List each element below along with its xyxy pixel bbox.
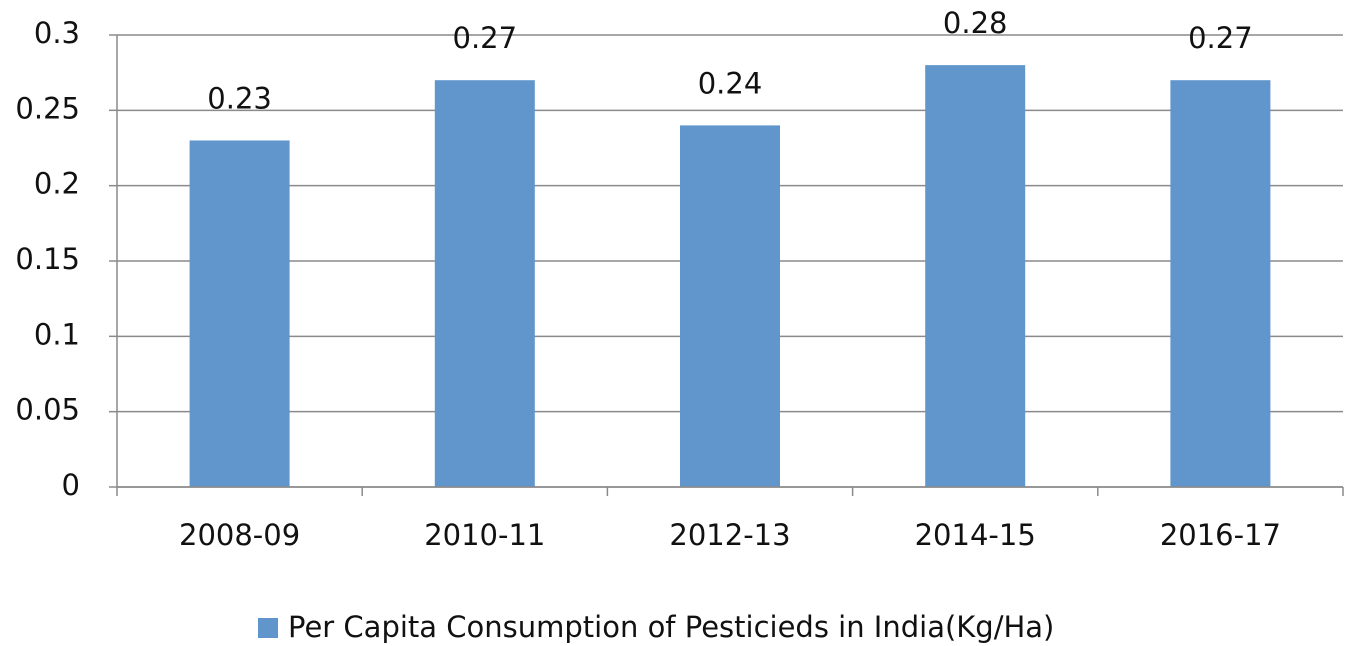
y-tick-label: 0.25 [15, 91, 80, 125]
bar [434, 80, 535, 487]
bar [189, 140, 290, 487]
x-tick-label: 2012-13 [669, 518, 790, 552]
y-tick-label: 0.3 [34, 16, 80, 50]
x-tick-label: 2010-11 [424, 518, 545, 552]
legend-label: Per Capita Consumption of Pesticieds in … [288, 610, 1054, 644]
data-label: 0.27 [1188, 21, 1253, 55]
bar [680, 125, 780, 488]
bar [1170, 80, 1271, 487]
y-tick-label: 0.05 [15, 393, 80, 427]
y-tick-label: 0.2 [34, 167, 80, 201]
data-label: 0.28 [943, 6, 1008, 40]
data-label: 0.24 [698, 66, 763, 100]
x-tick-label: 2008-09 [179, 518, 300, 552]
y-tick-label: 0.1 [34, 317, 80, 351]
data-label: 0.27 [453, 21, 518, 55]
data-label: 0.23 [207, 81, 272, 115]
x-tick-label: 2014-15 [915, 518, 1036, 552]
y-tick-label: 0.15 [15, 242, 80, 276]
x-tick-label: 2016-17 [1160, 518, 1281, 552]
bar [925, 65, 1026, 487]
y-tick-label: 0 [62, 468, 80, 502]
legend-swatch [258, 618, 278, 638]
